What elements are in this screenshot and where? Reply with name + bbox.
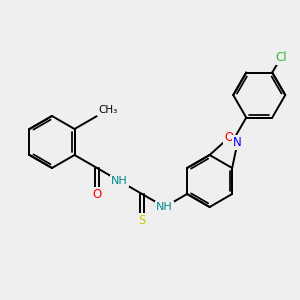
Text: CH₃: CH₃ [98,105,117,115]
Text: Cl: Cl [275,51,286,64]
Text: O: O [224,131,234,144]
Text: NH: NH [111,176,128,186]
Text: S: S [138,214,146,226]
Text: N: N [233,136,242,149]
Text: O: O [92,188,102,200]
Text: NH: NH [156,202,173,212]
